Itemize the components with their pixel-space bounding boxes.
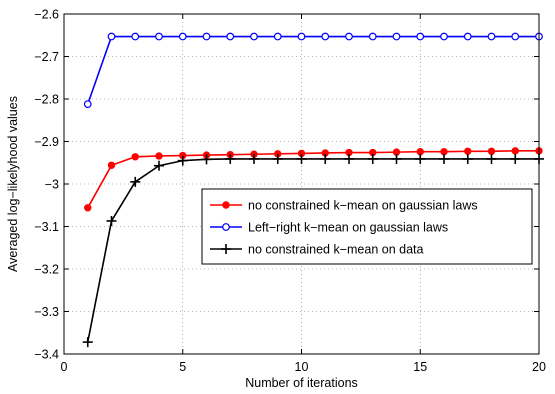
series-3-point: [106, 215, 117, 226]
series-2-point: [511, 32, 520, 41]
y-tick-label: −3.4: [34, 348, 59, 362]
series-2-point: [155, 32, 163, 41]
series-3-point: [154, 160, 164, 171]
series-1: [84, 147, 543, 212]
y-tick-label: −3: [45, 178, 59, 192]
series-1-point: [155, 152, 163, 160]
series-3-point: [415, 153, 426, 164]
series-2-point: [226, 32, 235, 41]
series-3-point: [510, 153, 521, 164]
series-3-point: [201, 154, 212, 165]
legend-entry-3: no constrained k−mean on data: [210, 243, 424, 257]
x-tick-label: 15: [413, 360, 427, 374]
series-2-point: [83, 100, 92, 108]
series-2-point: [416, 32, 425, 41]
legend-entry-2: Left−right k−mean on gaussian laws: [210, 221, 448, 235]
series-1-point: [464, 147, 472, 155]
series-3-point: [82, 337, 93, 348]
series-2-point: [321, 32, 330, 41]
series-line-2: [86, 35, 539, 105]
y-tick-label: −2.6: [34, 8, 59, 22]
series-2-point: [345, 32, 353, 41]
series-2-point: [250, 32, 258, 41]
series-2-point: [107, 32, 116, 41]
series-3-point: [367, 153, 378, 164]
series-3-point: [296, 153, 307, 164]
series-3-point: [344, 153, 354, 164]
series-1-point: [487, 147, 496, 155]
series-3-point: [486, 153, 497, 164]
series-line-1: [87, 150, 539, 209]
legend-label: Left−right k−mean on gaussian laws: [248, 221, 448, 235]
y-tick-label: −2.8: [34, 93, 59, 107]
series-3-point: [320, 153, 331, 164]
series-1-point: [107, 161, 116, 170]
series-2-point: [202, 32, 211, 41]
series-2-point: [463, 32, 472, 41]
axis-ticks: 0 5 10 15 20 −2.6 −2.7 −2.8 −2.9 −3 −3.1 −3.2 −3.3 −3…: [34, 8, 546, 375]
series-2-point: [368, 32, 377, 41]
series-1-point: [84, 204, 92, 212]
y-tick-label: −2.7: [34, 50, 59, 64]
legend-swatch-marker: [222, 223, 230, 231]
y-tick-label: −2.9: [34, 135, 59, 149]
legend-swatch-marker: [221, 244, 231, 254]
y-tick-label: −3.2: [34, 263, 59, 277]
series-3-point: [462, 153, 473, 164]
series-3-point: [249, 153, 259, 164]
series-3-point: [439, 153, 449, 164]
legend-swatch-marker: [222, 201, 230, 209]
series-3-point: [225, 153, 236, 164]
y-tick-label: −3.3: [34, 305, 59, 319]
series-3: [82, 153, 544, 348]
legend-entry-1: no constrained k−mean on gaussian laws: [210, 199, 478, 213]
x-tick-label: 0: [61, 360, 68, 374]
legend: no constrained k−mean on gaussian laws Le…: [201, 188, 533, 265]
x-axis-title: Number of iterations: [245, 376, 358, 390]
series-2-point: [440, 32, 448, 41]
x-tick-label: 5: [179, 360, 186, 374]
series-1-point: [131, 153, 139, 161]
series-2-point: [178, 32, 187, 41]
legend-label: no constrained k−mean on data: [248, 243, 424, 257]
series-2-point: [131, 32, 140, 41]
series-1-point: [511, 147, 519, 155]
series-2-point: [487, 32, 496, 41]
series-3-point: [391, 153, 402, 164]
x-tick-label: 20: [532, 360, 546, 374]
series-2-point: [392, 32, 401, 41]
series-2-point: [273, 32, 282, 41]
series-3-point: [177, 155, 188, 166]
legend-label: no constrained k−mean on gaussian laws: [248, 199, 478, 213]
y-axis-title: Averaged log−likelyhood values: [6, 96, 20, 272]
series-2: [83, 32, 543, 108]
x-tick-label: 10: [295, 360, 309, 374]
series-3-point: [272, 153, 283, 164]
series-3-point: [130, 176, 141, 187]
series-2-point: [297, 32, 306, 41]
legend-box: [201, 188, 533, 265]
y-tick-label: −3.1: [34, 220, 59, 234]
